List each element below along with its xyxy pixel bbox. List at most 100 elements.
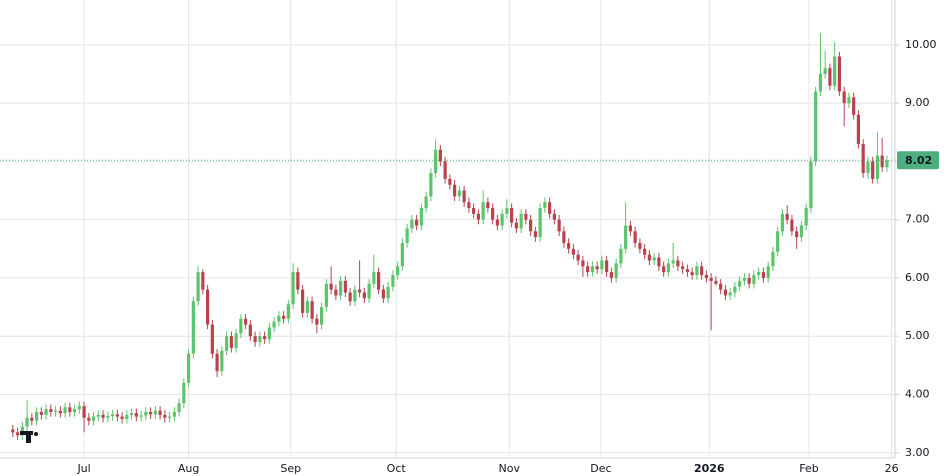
- candle-body: [296, 272, 300, 290]
- candle-body: [486, 202, 490, 209]
- candle-body: [804, 208, 808, 226]
- candle-body: [215, 353, 219, 372]
- candle-body: [690, 272, 694, 276]
- candle-body: [186, 353, 191, 383]
- candle-body: [362, 292, 366, 299]
- candle-body: [785, 213, 789, 220]
- candle-body: [595, 266, 599, 270]
- candle-body: [68, 407, 72, 412]
- candle-body: [738, 280, 742, 287]
- candle-body: [419, 208, 423, 226]
- candle-body: [329, 283, 333, 290]
- candle-body: [799, 225, 804, 238]
- candle-body: [348, 292, 352, 302]
- candle-body: [77, 406, 81, 410]
- candle-body: [795, 231, 799, 238]
- candle-body: [391, 275, 395, 287]
- candle-body: [386, 286, 390, 299]
- candle-body: [861, 143, 865, 174]
- candle-body: [571, 248, 575, 255]
- last-price-label: 8.02: [905, 154, 932, 167]
- candle-body: [210, 324, 214, 354]
- candle-body: [415, 219, 419, 226]
- candle-body: [809, 161, 813, 209]
- candle-body: [424, 196, 428, 209]
- candle-body: [467, 202, 471, 209]
- candle-body: [163, 414, 167, 418]
- candle-body: [191, 301, 195, 354]
- candle-body: [153, 410, 157, 415]
- candle-body: [53, 410, 58, 412]
- candle-body: [125, 414, 129, 419]
- candle-body: [115, 414, 119, 417]
- candle-body: [282, 315, 286, 319]
- candle-body: [277, 315, 281, 322]
- candle-body: [320, 307, 324, 325]
- candle-body: [586, 266, 590, 273]
- candle-body: [533, 231, 537, 238]
- y-tick-label: 3.00: [905, 446, 930, 459]
- candle-body: [134, 413, 138, 417]
- candle-body: [761, 272, 766, 278]
- candle-body: [34, 411, 39, 421]
- candle-body: [144, 411, 148, 416]
- candle-body: [91, 416, 96, 421]
- candle-body: [87, 417, 91, 421]
- candle-body: [842, 91, 846, 104]
- candle-body: [700, 266, 704, 276]
- candle-body: [239, 318, 243, 334]
- candle-body: [704, 275, 709, 278]
- candle-body: [448, 178, 452, 185]
- candle-body: [562, 231, 566, 243]
- candle-body: [524, 213, 528, 220]
- candle-body: [244, 318, 248, 325]
- candles: [0, 33, 895, 440]
- candle-body: [334, 289, 338, 296]
- candle-body: [609, 272, 613, 278]
- candle-body: [837, 56, 842, 92]
- y-tick-label: 5.00: [905, 329, 930, 342]
- candle-body: [96, 414, 100, 417]
- candle-body: [723, 289, 728, 296]
- candle-body: [666, 263, 670, 273]
- candle-body: [177, 403, 181, 412]
- candle-body: [400, 242, 404, 267]
- candle-body: [253, 336, 257, 343]
- candle-body: [771, 251, 775, 267]
- candle-body: [652, 257, 656, 261]
- candle-body: [377, 272, 381, 290]
- x-tick-label: Feb: [799, 462, 818, 475]
- candle-body: [353, 289, 357, 302]
- candle-body: [158, 410, 162, 415]
- candle-body: [272, 321, 276, 328]
- candle-body: [291, 272, 295, 305]
- candle-body: [757, 272, 761, 276]
- x-tick-label: Nov: [499, 462, 521, 475]
- candle-body: [500, 213, 504, 226]
- candle-body: [719, 283, 723, 290]
- candle-body: [643, 248, 647, 255]
- candle-body: [647, 254, 651, 261]
- grid: [0, 0, 895, 458]
- candle-body: [405, 228, 409, 243]
- candle-body: [49, 409, 53, 412]
- x-tick-label: Dec: [590, 462, 611, 475]
- candle-body: [875, 155, 880, 179]
- candle-body: [205, 289, 210, 325]
- candle-body: [576, 254, 580, 261]
- candle-body: [443, 161, 447, 179]
- candle-body: [519, 213, 523, 229]
- candle-body: [733, 286, 737, 293]
- candle-body: [372, 272, 376, 284]
- candle-body: [358, 289, 362, 293]
- candle-body: [63, 407, 67, 414]
- candle-body: [543, 202, 547, 209]
- candle-body: [58, 410, 62, 414]
- candle-body: [110, 414, 115, 417]
- candle-body: [600, 260, 604, 270]
- candle-body: [234, 333, 238, 348]
- x-tick-label: Sep: [280, 462, 301, 475]
- candle-body: [633, 231, 637, 243]
- y-tick-label: 4.00: [905, 387, 930, 400]
